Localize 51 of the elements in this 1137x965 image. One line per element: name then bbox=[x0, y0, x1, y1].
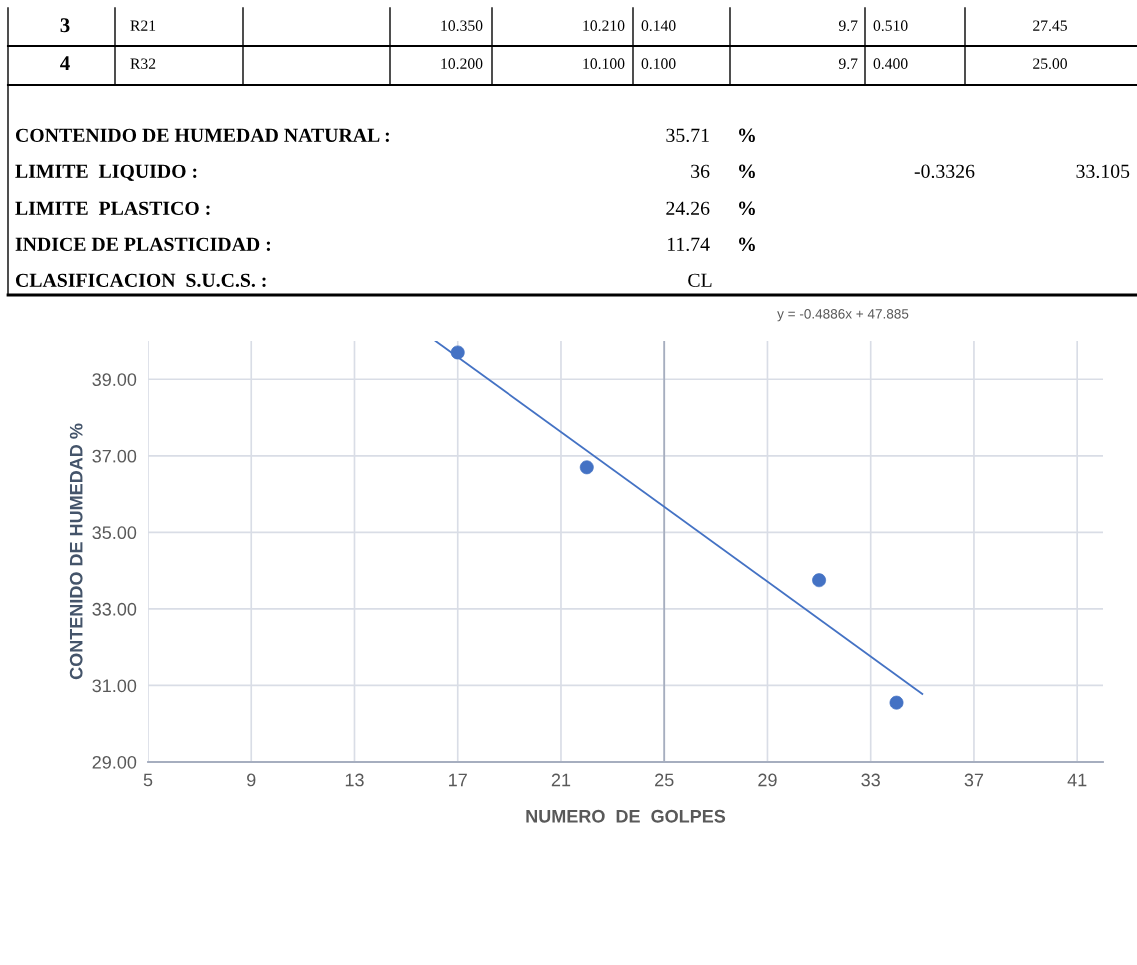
x-tick-label: 5 bbox=[143, 773, 153, 787]
text: 0.400 bbox=[873, 58, 908, 69]
y-tick-label: 33.00 bbox=[92, 602, 137, 616]
text: 11.74 bbox=[667, 237, 710, 252]
text: % bbox=[739, 128, 755, 143]
text: 0.510 bbox=[873, 20, 908, 31]
x-tick-label: 29 bbox=[758, 773, 777, 787]
text: CONTENIDO DE HUMEDAD NATURAL : bbox=[15, 128, 389, 143]
text: R21 bbox=[130, 20, 156, 31]
text: R32 bbox=[130, 58, 156, 69]
x-tick-label: 9 bbox=[247, 773, 256, 787]
y-tick-label: 35.00 bbox=[92, 526, 137, 540]
x-axis-title: NUMERO DE GOLPES bbox=[526, 809, 726, 823]
x-tick-label: 21 bbox=[551, 773, 571, 787]
text: y = -0.4886x + 47.885 bbox=[777, 309, 909, 322]
text: 10.210 bbox=[583, 20, 625, 31]
text: CLASIFICACION S.U.C.S. : bbox=[15, 273, 266, 288]
y-tick-label: 39.00 bbox=[92, 373, 137, 386]
text: 24.26 bbox=[666, 201, 710, 216]
text: 27.45 bbox=[1033, 20, 1067, 31]
x-tick-label: 33 bbox=[861, 773, 880, 787]
text: % bbox=[739, 237, 755, 252]
x-tick-label: 13 bbox=[345, 773, 364, 787]
text: 10.200 bbox=[441, 58, 483, 69]
text: LIMITE LIQUIDO : bbox=[15, 164, 197, 181]
text: 4 bbox=[60, 56, 70, 71]
text: 9.7 bbox=[838, 20, 858, 31]
x-tick-label: 17 bbox=[449, 773, 467, 787]
y-axis-title: CONTENIDO DE HUMEDAD % bbox=[69, 423, 83, 680]
text: % bbox=[739, 164, 755, 179]
text: 36 bbox=[691, 164, 710, 178]
text: LIMITE PLASTICO : bbox=[15, 201, 210, 216]
x-tick-label: 25 bbox=[655, 773, 674, 787]
x-tick-label: 41 bbox=[1067, 773, 1087, 787]
text: 25.00 bbox=[1033, 58, 1067, 69]
text: 0.140 bbox=[641, 20, 676, 31]
text: 10.350 bbox=[441, 20, 483, 31]
text: 35.71 bbox=[666, 128, 709, 143]
text: 9.7 bbox=[838, 58, 858, 69]
text: 3 bbox=[60, 18, 70, 33]
text: 33.105 bbox=[1076, 164, 1130, 179]
y-tick-label: 29.00 bbox=[92, 755, 137, 769]
x-tick-label: 37 bbox=[964, 773, 984, 787]
text: CL bbox=[688, 273, 712, 287]
y-tick-label: 37.00 bbox=[92, 449, 137, 463]
text: INDICE DE PLASTICIDAD : bbox=[15, 237, 271, 252]
text: 10.100 bbox=[583, 58, 625, 69]
text: -0.3326 bbox=[914, 164, 975, 179]
text: 0.100 bbox=[641, 58, 676, 69]
y-tick-label: 31.00 bbox=[92, 679, 137, 693]
text: % bbox=[739, 201, 755, 216]
